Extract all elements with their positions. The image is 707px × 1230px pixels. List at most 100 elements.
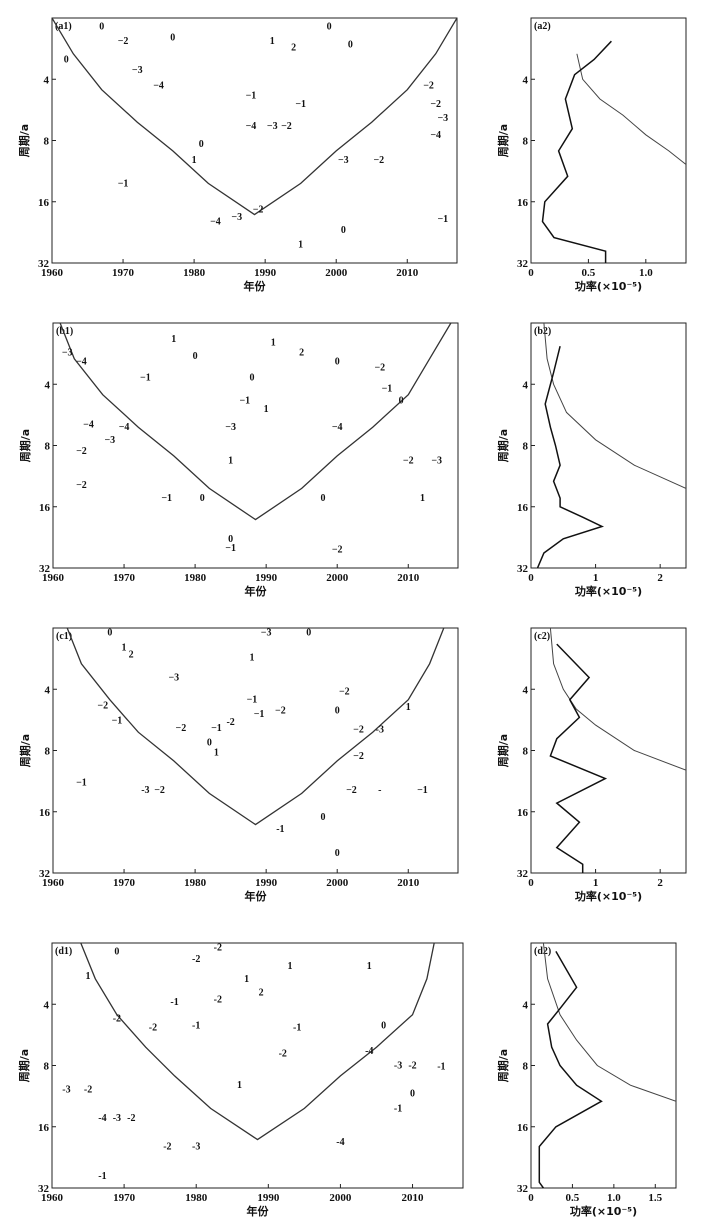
panel-label: (a2) [534,21,551,32]
contour-label: 0 [410,1089,415,1100]
plot-frame [530,17,687,264]
contour-label: -4 [336,1137,344,1148]
contour-label: -2 [408,1061,416,1072]
panel-a2: 4 8 16 320 0.5 1.0 (a2) 功率(×10⁻⁵) 周期/a [496,17,687,293]
contour-label: −2 [346,785,357,796]
contour-label: −2 [353,724,364,735]
x-tick-label: 1970 [112,267,135,279]
plot-frame [52,627,459,874]
y-tick-label: 8 [523,136,529,148]
contour-label: −3 [225,422,236,433]
y-axis-label: 周期/a [17,124,31,157]
x-tick-label: 2 [657,877,663,889]
x-axis-label: 年份 [245,889,268,903]
contour-label: −2 [97,700,108,711]
y-tick-label: 8 [523,441,529,453]
contour-label: 0 [381,1021,386,1032]
contour-label: −2 [423,81,434,92]
contour-label: −1 [211,723,222,734]
contour-label: −1 [140,372,151,383]
contour-label: -2 [149,1022,157,1033]
contour-label: 0 [228,534,233,545]
contour-label: −1 [247,695,258,706]
contour-label: −3 [132,65,143,76]
y-tick-label: 8 [523,1061,529,1073]
contour-label: -1 [293,1022,301,1033]
contour-label: −1 [295,99,306,110]
contour-label: 1 [237,1080,242,1091]
cone-of-influence [66,628,445,826]
contour-label: −1 [76,778,87,789]
plot-frame [51,17,458,264]
contour-label: −2 [281,121,292,132]
contour-label: 1 [122,643,127,654]
significance-curve [543,323,686,489]
x-tick-label: 1960 [42,877,65,889]
contour-label: -2 [279,1049,287,1060]
y-tick-label: 32 [517,563,529,575]
x-tick-label: 1970 [113,572,136,584]
contour-label: −1 [246,90,257,101]
x-tick-label: 2010 [402,1192,425,1204]
contour-label: 1 [367,961,372,972]
x-tick-label: 0.5 [582,267,596,279]
y-tick-label: 32 [517,1183,529,1195]
x-tick-label: 1980 [184,572,207,584]
contour-label: 1 [192,155,197,166]
contour-label: −3 [62,348,73,359]
contour-label: -2 [192,954,200,965]
x-tick-label: 1990 [255,572,278,584]
contour-label: −1 [118,178,129,189]
y-tick-label: 16 [38,1122,50,1134]
contour-label: -1 [98,1171,106,1182]
x-tick-label: 1960 [42,572,65,584]
x-tick-label: 1990 [254,267,277,279]
contour-label: −1 [239,395,250,406]
contour-label: -3 [62,1085,70,1096]
y-tick-label: 8 [45,441,51,453]
contour-label: -1 [192,1021,200,1032]
x-tick-label: 2000 [325,267,348,279]
y-tick-label: 4 [523,999,529,1011]
contour-label: −3 [168,672,179,683]
contour-label: 1 [406,702,411,713]
x-axis-label: 功率(×10⁻⁵) [570,1204,637,1218]
contour-label: −2 [76,446,87,457]
contour-label: −2 [118,36,129,47]
contour-label: −2 [430,99,441,110]
contour-label: −2 [275,706,286,717]
x-tick-label: 1.0 [639,267,653,279]
contour-label: −3 [431,456,442,467]
panel-label: (d1) [55,946,72,957]
contour-label: −2 [353,751,364,762]
x-tick-label: 1990 [255,877,278,889]
contour-label: 1 [171,334,176,345]
contour-label: 0 [321,493,326,504]
y-tick-label: 8 [44,1061,50,1073]
contour-label: -2 [163,1141,171,1152]
contour-label: −4 [210,216,221,227]
y-axis-label: 周期/a [18,429,32,462]
x-tick-label: 1980 [185,1192,208,1204]
x-axis-label: 功率(×10⁻⁵) [575,279,642,293]
contour-label: −2 [339,686,350,697]
y-tick-label: 16 [517,197,529,209]
x-tick-label: 0 [528,1192,534,1204]
y-tick-label: 16 [517,1122,529,1134]
contour-label: 0 [200,493,205,504]
x-tick-label: 1 [593,572,599,584]
contour-label: −1 [417,785,428,796]
y-tick-label: 4 [523,74,529,86]
y-tick-label: 16 [517,807,529,819]
significance-curve [576,53,686,165]
x-tick-label: 1960 [41,1192,64,1204]
contour-label: 1 [249,653,254,664]
x-axis-label: 年份 [247,1204,270,1218]
contour-label: −2 [176,723,187,734]
contour-label: 1 [264,404,269,415]
contour-label: −3 [104,435,115,446]
contour-label: -3 [113,1113,121,1124]
cone-of-influence [80,943,435,1141]
